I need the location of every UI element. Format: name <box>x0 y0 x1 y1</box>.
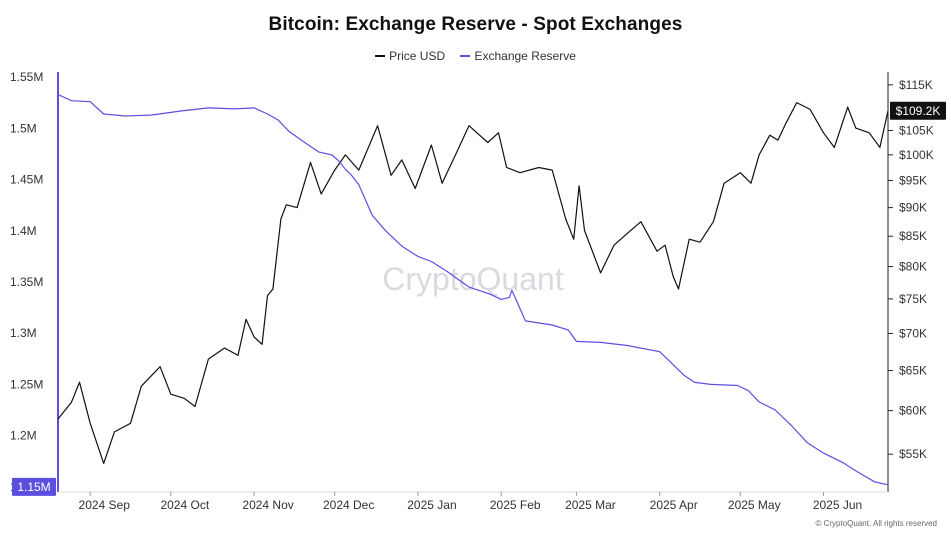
y-right-tick-label: $55K <box>899 447 927 461</box>
y-right-tick-label: $95K <box>899 174 927 188</box>
x-tick-label: 2025 Jun <box>813 498 862 512</box>
x-tick-label: 2025 Apr <box>650 498 698 512</box>
legend-item-reserve[interactable]: Exchange Reserve <box>460 49 576 63</box>
y-left-tick-label: 1.55M <box>10 70 43 84</box>
y-right-tick-label: $90K <box>899 201 927 215</box>
legend-label-price: Price USD <box>389 49 446 63</box>
exchange-reserve-line <box>57 93 889 486</box>
y-left-tick-label: 1.3M <box>10 326 37 340</box>
y-right-tick-label: $65K <box>899 364 927 378</box>
y-left-tick-label: 1.2M <box>10 429 37 443</box>
chart-legend: Price USD Exchange Reserve <box>0 46 951 63</box>
y-left-tick-label: 1.25M <box>10 377 43 391</box>
y-right-tick-label: $85K <box>899 229 927 243</box>
y-right-tick-label: $115K <box>899 78 933 92</box>
x-tick-label: 2024 Dec <box>323 498 374 512</box>
y-left-tick-label: 1.5M <box>10 121 37 135</box>
x-tick-label: 2025 Jan <box>407 498 456 512</box>
legend-item-price[interactable]: Price USD <box>375 49 445 63</box>
y-left-tick-label: 1.4M <box>10 224 37 238</box>
y-left-tick-label: 1.45M <box>10 173 43 187</box>
chart-title: Bitcoin: Exchange Reserve - Spot Exchang… <box>268 14 683 35</box>
x-tick-label: 2025 Feb <box>490 498 541 512</box>
watermark: CryptoQuant <box>382 261 564 297</box>
price-usd-line <box>57 102 889 464</box>
x-tick-label: 2025 Mar <box>565 498 616 512</box>
legend-swatch-price <box>375 55 386 57</box>
y-right-tick-label: $100K <box>899 148 934 162</box>
y-right-tick-label: $70K <box>899 326 927 340</box>
x-tick-label: 2025 May <box>728 498 781 512</box>
price-current-label: $109.2K <box>896 104 941 118</box>
y-right-tick-label: $105K <box>899 123 934 137</box>
price-current-badge <box>890 101 946 120</box>
reserve-current-label: 1.15M <box>17 480 50 494</box>
y-left-tick-label: 1.35M <box>10 275 43 289</box>
legend-swatch-reserve <box>460 55 471 57</box>
y-right-tick-label: $60K <box>899 404 927 418</box>
x-tick-label: 2024 Sep <box>79 498 131 512</box>
copyright-credit: © CryptoQuant. All rights reserved <box>815 519 938 528</box>
legend-label-reserve: Exchange Reserve <box>474 49 576 63</box>
x-tick-label: 2024 Oct <box>160 498 209 512</box>
x-tick-label: 2024 Nov <box>242 498 293 512</box>
y-right-tick-label: $75K <box>899 292 927 306</box>
reserve-current-badge <box>12 477 56 496</box>
y-right-tick-label: $80K <box>899 260 927 274</box>
